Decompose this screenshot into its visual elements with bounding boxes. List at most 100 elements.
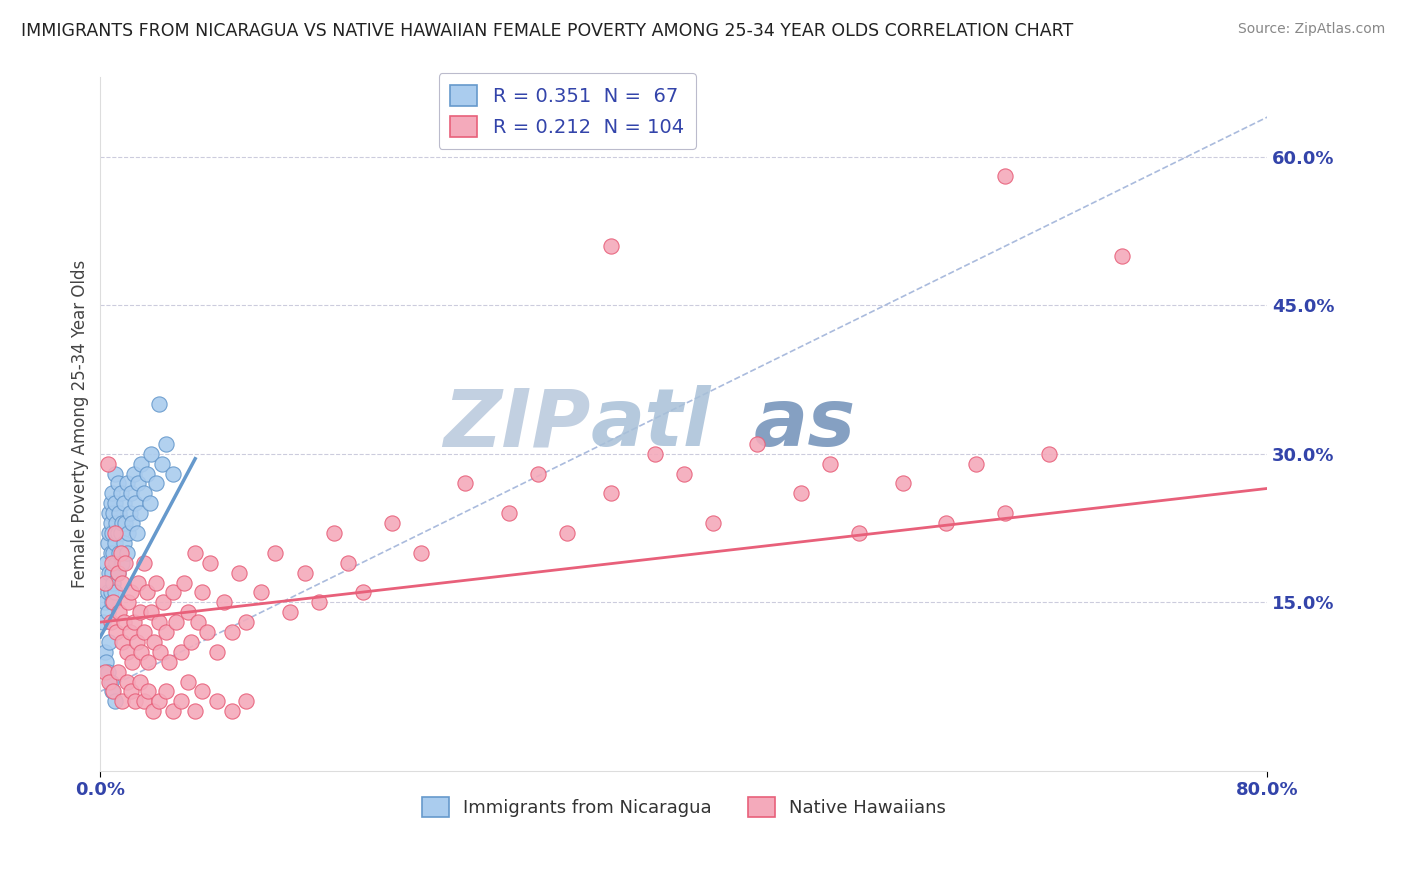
Point (155, 437, 177, 451)
Point (644, 447, 666, 461)
Point (994, 506, 1017, 520)
Point (101, 486, 124, 500)
Point (98, 674, 121, 689)
Point (111, 575, 134, 590)
Point (294, 566, 316, 580)
Point (235, 615, 257, 629)
Point (935, 516, 957, 530)
Point (337, 556, 360, 570)
Point (180, 635, 202, 649)
Point (100, 674, 122, 689)
Point (138, 684, 160, 698)
Point (169, 694, 191, 708)
Point (155, 684, 177, 698)
Point (127, 476, 149, 491)
Point (205, 694, 228, 708)
Point (107, 476, 129, 491)
Point (600, 486, 623, 500)
Point (527, 467, 550, 481)
Point (98, 526, 121, 541)
Point (118, 506, 141, 520)
Point (155, 625, 177, 640)
Point (454, 476, 477, 491)
Point (100, 496, 122, 510)
Point (150, 457, 173, 471)
Text: atl: atl (591, 385, 711, 463)
Point (98, 566, 121, 580)
Point (104, 467, 127, 481)
Point (195, 625, 218, 640)
Point (103, 684, 125, 698)
Point (173, 575, 195, 590)
Point (1111, 249, 1133, 263)
Point (104, 536, 127, 550)
Point (104, 585, 127, 599)
Point (100, 585, 122, 599)
Point (149, 645, 172, 659)
Point (105, 625, 128, 640)
Point (264, 546, 287, 560)
Point (98, 506, 121, 520)
Point (101, 595, 124, 609)
Y-axis label: Female Poverty Among 25-34 Year Olds: Female Poverty Among 25-34 Year Olds (72, 260, 89, 588)
Point (104, 496, 127, 510)
Point (107, 566, 129, 580)
Point (107, 526, 129, 541)
Point (110, 526, 132, 541)
Point (108, 605, 131, 619)
Point (162, 467, 184, 481)
Point (112, 496, 135, 510)
Point (136, 585, 159, 599)
Point (994, 169, 1017, 184)
Point (115, 645, 138, 659)
Point (138, 655, 160, 669)
Point (104, 526, 127, 541)
Point (107, 566, 129, 580)
Point (93, 665, 115, 679)
Point (308, 595, 330, 609)
Point (169, 645, 191, 659)
Point (250, 585, 273, 599)
Point (148, 615, 170, 629)
Point (114, 556, 136, 570)
Point (136, 467, 159, 481)
Point (93, 575, 115, 590)
Point (157, 655, 180, 669)
Point (114, 516, 136, 530)
Point (148, 694, 170, 708)
Point (177, 674, 200, 689)
Point (121, 655, 143, 669)
Point (411, 546, 433, 560)
Point (101, 526, 124, 541)
Point (142, 704, 165, 718)
Point (103, 595, 125, 609)
Point (96, 556, 118, 570)
Point (108, 506, 131, 520)
Point (93, 645, 115, 659)
Point (184, 546, 207, 560)
Point (165, 615, 187, 629)
Point (103, 575, 125, 590)
Point (117, 595, 139, 609)
Point (125, 526, 148, 541)
Point (235, 694, 257, 708)
Point (122, 467, 145, 481)
Point (145, 575, 167, 590)
Point (127, 575, 149, 590)
Point (120, 585, 142, 599)
Point (789, 486, 811, 500)
Legend: Immigrants from Nicaragua, Native Hawaiians: Immigrants from Nicaragua, Native Hawaii… (415, 789, 953, 824)
Point (98, 635, 121, 649)
Point (139, 496, 162, 510)
Point (108, 546, 131, 560)
Point (134, 556, 156, 570)
Text: as: as (754, 385, 856, 463)
Point (381, 516, 404, 530)
Point (110, 546, 132, 560)
Point (100, 546, 122, 560)
Text: ZIP: ZIP (443, 385, 591, 463)
Point (162, 704, 184, 718)
Point (107, 665, 129, 679)
Point (184, 704, 207, 718)
Text: IMMIGRANTS FROM NICARAGUA VS NATIVE HAWAIIAN FEMALE POVERTY AMONG 25-34 YEAR OLD: IMMIGRANTS FROM NICARAGUA VS NATIVE HAWA… (21, 22, 1073, 40)
